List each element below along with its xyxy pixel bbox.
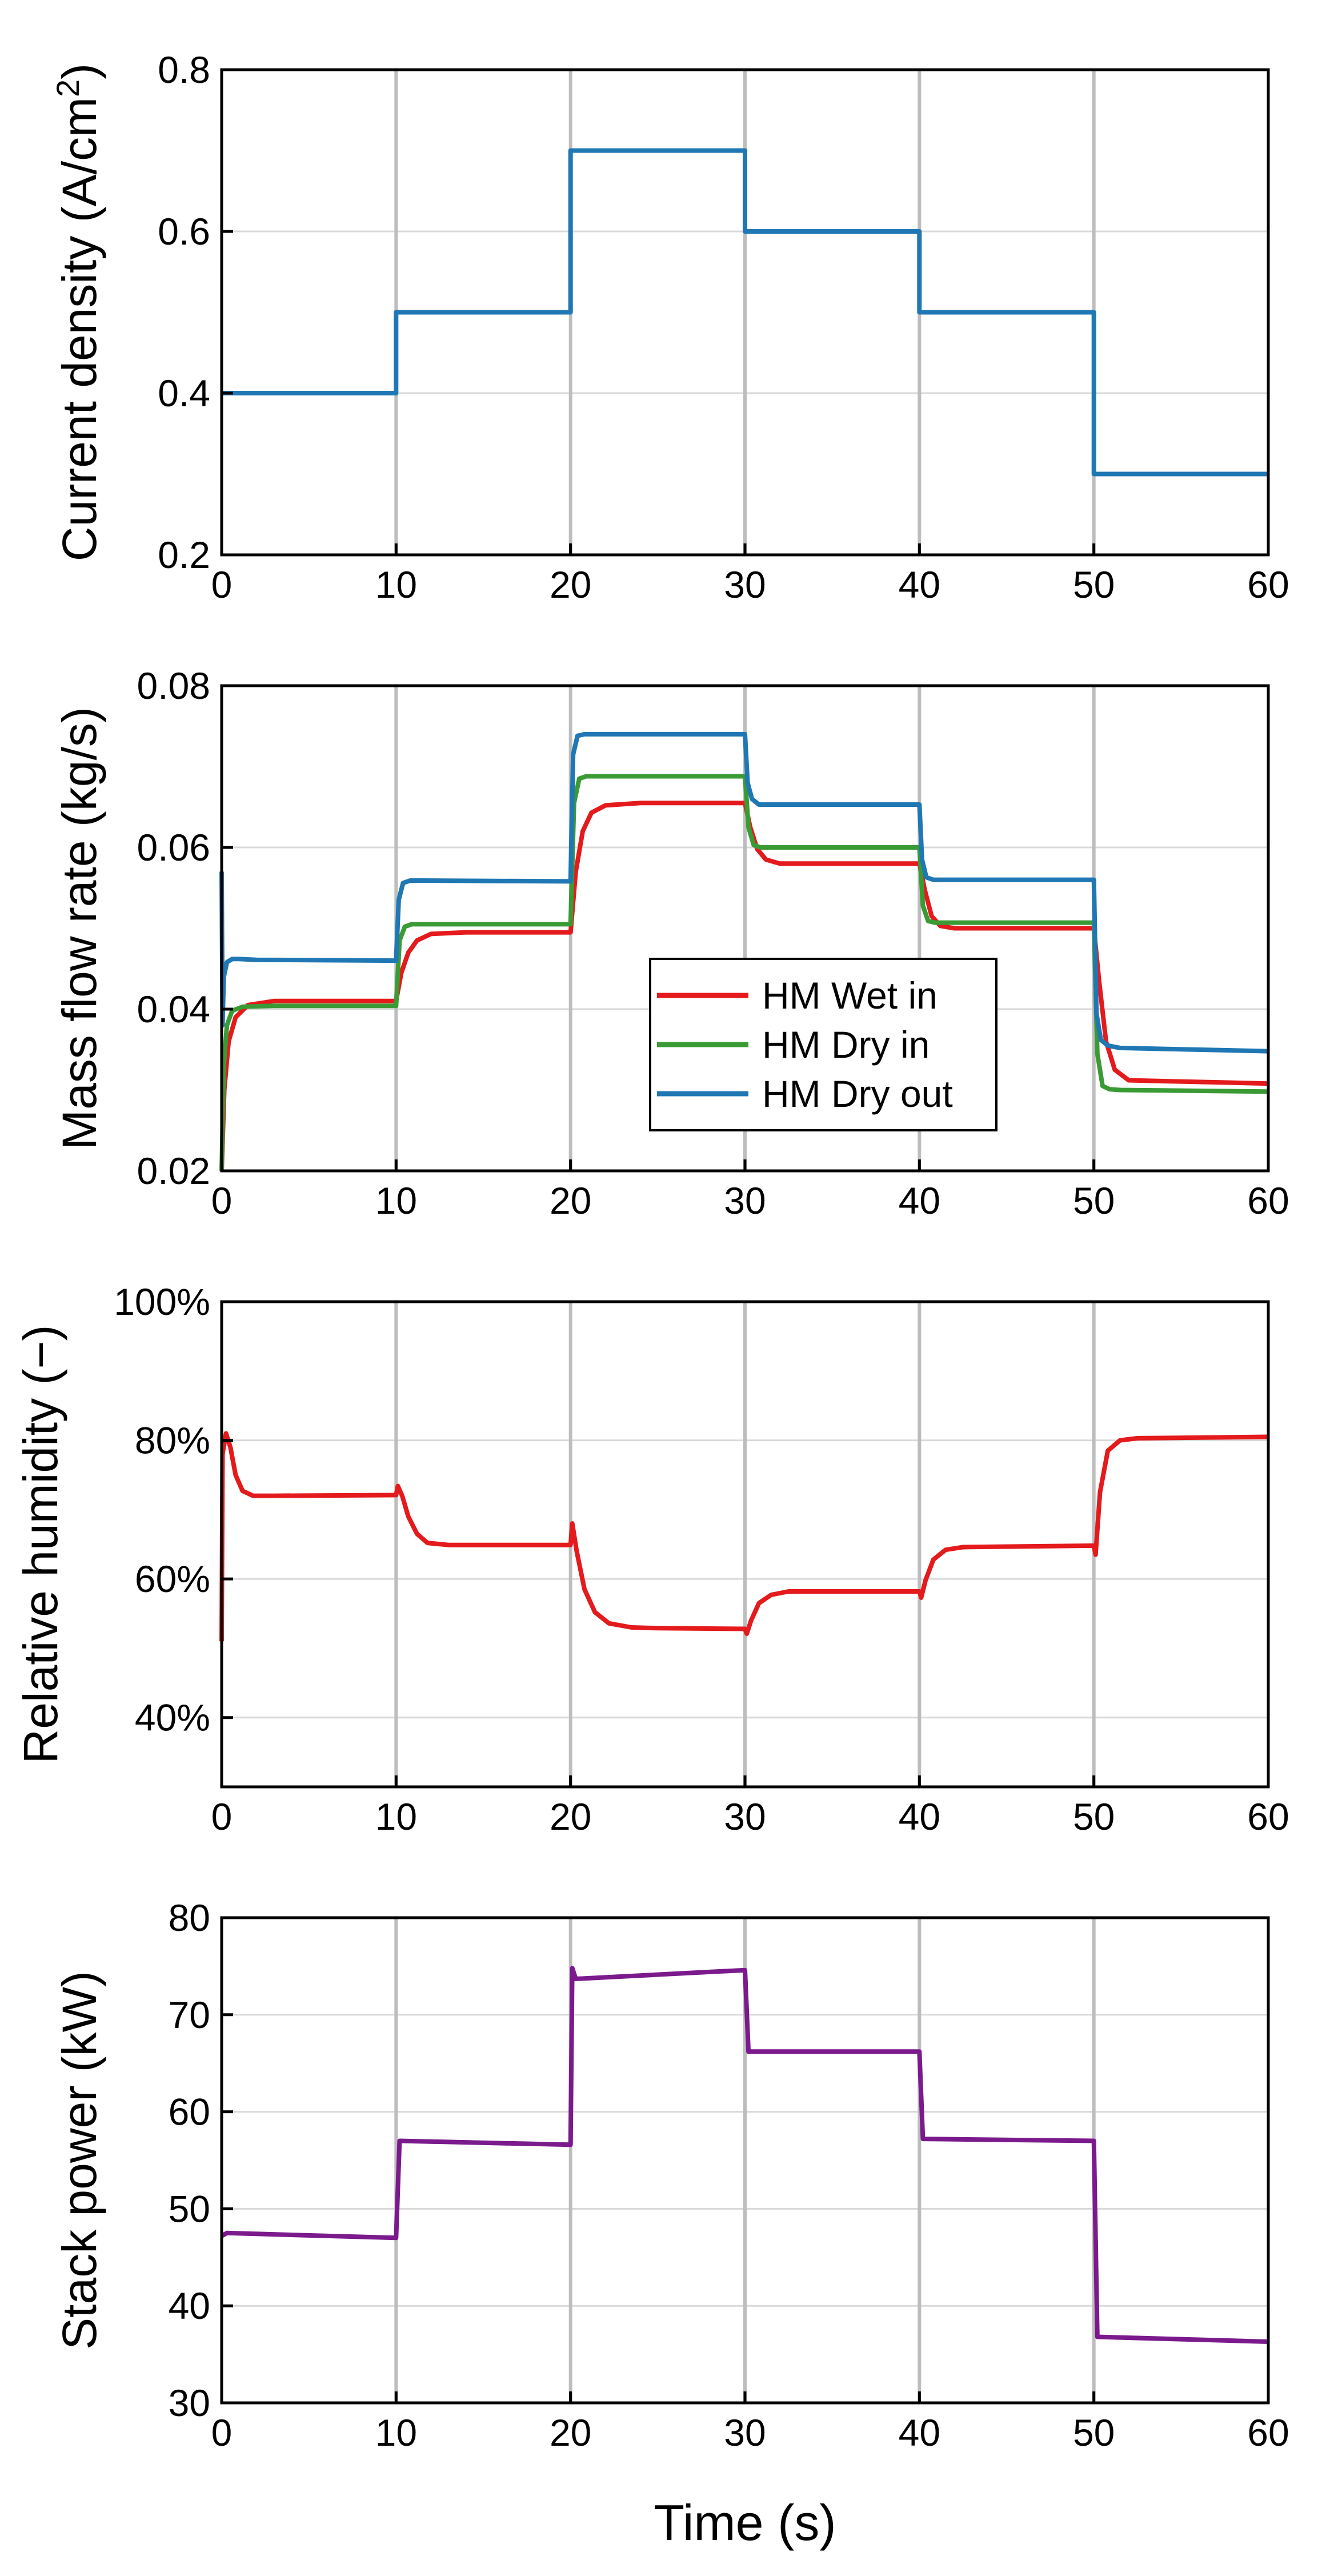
x-tick-label: 20 <box>550 1179 591 1222</box>
y-tick-label: 50 <box>169 2187 210 2230</box>
series-line-stack-power <box>221 1966 1269 2344</box>
y-axis-label: Relative humidity (−) <box>14 1325 67 1764</box>
x-axis-label: Time (s) <box>654 2494 836 2551</box>
y-axis-label: Stack power (kW) <box>53 1971 106 2350</box>
y-tick-label: 0.6 <box>158 210 210 253</box>
y-tick-label: 0.2 <box>158 534 210 576</box>
y-tick-label: 0.8 <box>158 49 210 91</box>
x-tick-label: 30 <box>724 563 766 606</box>
x-tick-label: 10 <box>375 1179 417 1222</box>
y-axis-label: Current density (A/cm2) <box>50 63 106 561</box>
series-line-hm-dry-in <box>219 774 1269 1171</box>
y-tick-label: 80 <box>169 1897 210 1939</box>
x-tick-label: 50 <box>1073 1795 1115 1838</box>
series-line-relative-humidity <box>219 1431 1269 1642</box>
y-tick-label: 0.4 <box>158 372 210 414</box>
x-tick-label: 0 <box>211 2411 233 2454</box>
y-tick-label: 30 <box>169 2382 210 2424</box>
y-axis-label-superscript: 2 <box>50 79 86 97</box>
y-tick-label: 0.08 <box>137 665 210 707</box>
x-tick-label: 20 <box>550 1795 591 1838</box>
series-line-hm-wet-in <box>219 801 1269 1171</box>
x-tick-label: 60 <box>1247 563 1289 606</box>
legend-item: HM Wet in <box>657 974 938 1017</box>
x-tick-label: 20 <box>550 563 591 606</box>
x-tick-label: 10 <box>375 1795 417 1838</box>
x-tick-label: 30 <box>724 1179 766 1222</box>
x-tick-label: 30 <box>724 1795 766 1838</box>
legend-label: HM Wet in <box>762 974 938 1017</box>
y-tick-label: 100% <box>114 1281 210 1323</box>
x-tick-label: 40 <box>899 1795 940 1838</box>
x-tick-label: 10 <box>375 563 417 606</box>
x-tick-label: 60 <box>1247 1179 1289 1222</box>
x-tick-label: 0 <box>211 563 233 606</box>
legend-label: HM Dry in <box>762 1023 930 1066</box>
y-axis-label-base: Current density (A/cm <box>53 97 106 561</box>
x-tick-label: 40 <box>899 2411 940 2454</box>
y-tick-label: 0.02 <box>137 1150 210 1192</box>
y-tick-label: 0.06 <box>137 826 210 869</box>
panel-1: 0 10 20 30 40 50 60 0.2 0.4 0.6 0.8 Current density… <box>50 49 1289 606</box>
y-axis-label: Mass flow rate (kg/s) <box>53 707 106 1150</box>
x-tick-label: 10 <box>375 2411 417 2454</box>
x-tick-label: 60 <box>1247 2411 1289 2454</box>
x-tick-label: 50 <box>1073 2411 1115 2454</box>
x-tick-label: 30 <box>724 2411 766 2454</box>
y-tick-label: 70 <box>169 1994 210 2036</box>
legend-item: HM Dry out <box>657 1073 953 1115</box>
legend-item: HM Dry in <box>657 1023 930 1066</box>
panel-3: 0 10 20 30 40 50 60 40% 60% 80% 100% Relative humid… <box>14 1281 1289 1838</box>
x-tick-label: 40 <box>899 563 940 606</box>
x-tick-label: 50 <box>1073 563 1115 606</box>
y-tick-label: 80% <box>135 1419 210 1462</box>
y-tick-label: 0.04 <box>137 988 210 1030</box>
x-tick-label: 60 <box>1247 1795 1289 1838</box>
y-axis-label-tail: ) <box>53 63 106 79</box>
x-tick-label: 0 <box>211 1179 233 1222</box>
series-line-current-density <box>222 148 1268 477</box>
x-tick-label: 40 <box>899 1179 940 1222</box>
legend-label: HM Dry out <box>762 1073 953 1115</box>
series-line-hm-dry-out <box>219 731 1269 1054</box>
y-tick-label: 40% <box>135 1697 210 1739</box>
panel-2: 0 10 20 30 40 50 60 0.02 0.04 0.06 0.08 Mass flow r… <box>53 665 1289 1222</box>
x-tick-label: 0 <box>211 1795 233 1838</box>
panel-4: 0 10 20 30 40 50 60 30 40 50 60 70 80 Stack power (kW… <box>53 1897 1289 2454</box>
legend: HM Wet in HM Dry in HM Dry out <box>649 958 997 1131</box>
x-tick-label: 50 <box>1073 1179 1115 1222</box>
y-tick-label: 60% <box>135 1558 210 1600</box>
y-tick-label: 60 <box>169 2091 210 2133</box>
y-tick-label: 40 <box>169 2285 210 2327</box>
x-tick-label: 20 <box>550 2411 591 2454</box>
